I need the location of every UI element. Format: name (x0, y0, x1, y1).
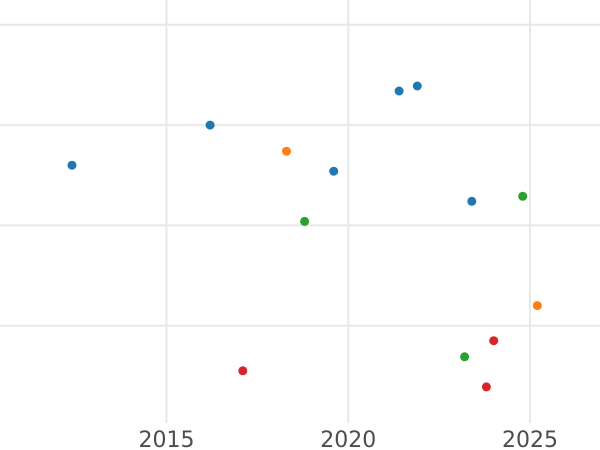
data-point-orange (282, 146, 291, 156)
data-point-orange (532, 301, 542, 311)
data-point-blue (467, 196, 477, 206)
data-point-green (518, 191, 528, 201)
data-point-blue (67, 160, 77, 170)
data-point-blue (329, 166, 339, 176)
data-point-blue (394, 86, 404, 96)
data-point-green (460, 352, 470, 362)
x-tick-label: 2015 (139, 428, 195, 450)
data-point-red (481, 382, 491, 392)
data-point-red (489, 336, 499, 346)
x-tick-label: 2025 (502, 428, 558, 450)
data-point-green (300, 216, 310, 226)
x-tick-label: 2020 (320, 428, 376, 450)
data-point-blue (412, 81, 422, 91)
data-point-blue (205, 120, 215, 130)
data-point-red (238, 366, 248, 376)
